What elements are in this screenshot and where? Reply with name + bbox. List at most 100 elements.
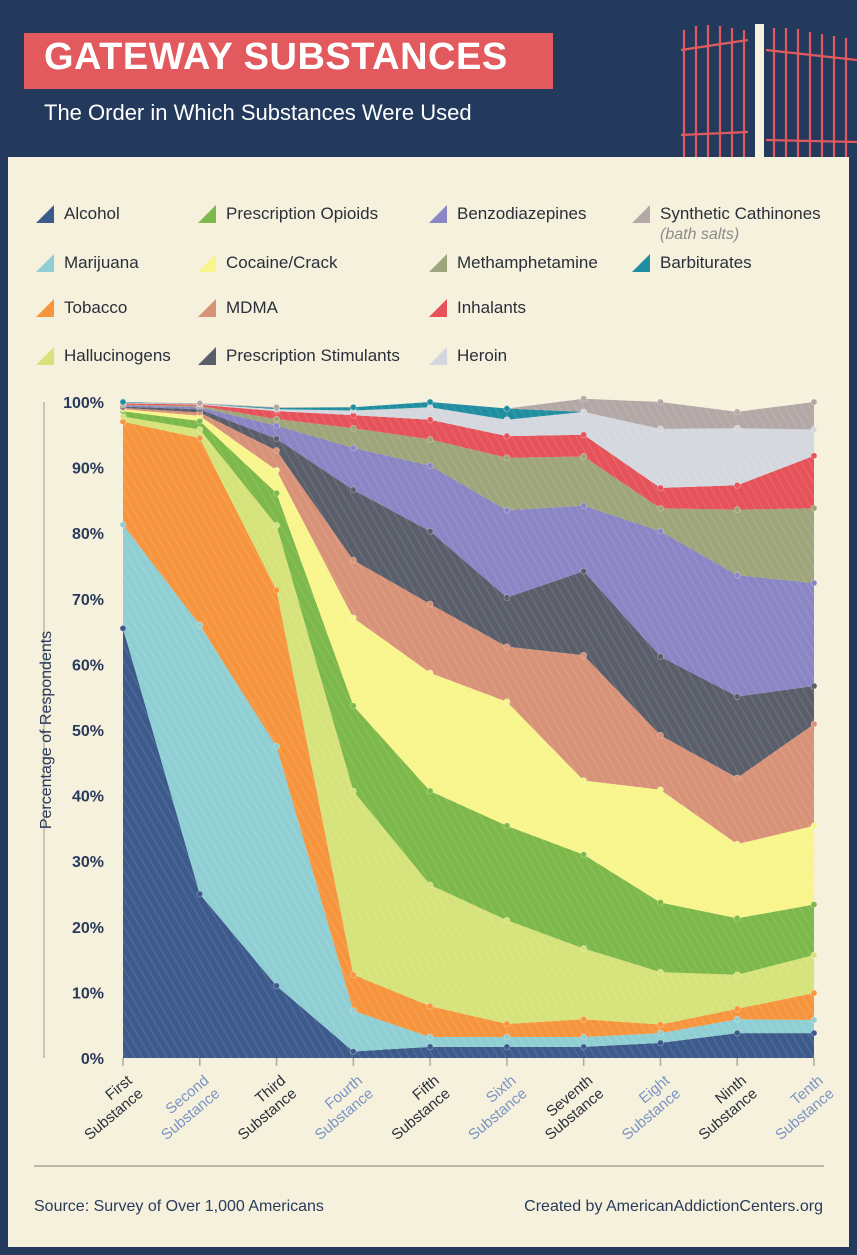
legend-item-inhalants: Inhalants xyxy=(427,298,526,318)
triangle-icon xyxy=(198,347,216,365)
point-prescription-stimulants-9 xyxy=(733,693,741,700)
point-prescription-stimulants-3 xyxy=(273,435,280,443)
legend-item-prescription-stimulants: Prescription Stimulants xyxy=(196,346,400,366)
triangle-icon xyxy=(632,205,650,223)
data-points xyxy=(119,395,818,1055)
source-note: Source: Survey of Over 1,000 Americans xyxy=(34,1198,324,1215)
point-barbiturates-4 xyxy=(349,403,357,411)
x-tick-label: TenthSubstance xyxy=(761,1072,837,1144)
area-hatch-benzodiazepines xyxy=(123,405,814,697)
triangle-icon xyxy=(36,347,54,365)
point-prescription-stimulants-8 xyxy=(657,653,664,660)
triangle-icon xyxy=(429,254,447,272)
triangle-icon xyxy=(198,205,216,223)
x-tick-label: ThirdSubstance xyxy=(224,1072,300,1144)
y-tick-label: 90% xyxy=(72,461,104,478)
point-barbiturates-6 xyxy=(503,405,511,412)
point-benzodiazepines-4 xyxy=(349,444,357,452)
point-heroin-8 xyxy=(657,425,664,433)
point-tobacco-6 xyxy=(503,1020,511,1028)
point-prescription-stimulants-10 xyxy=(810,682,818,690)
legend-label: Benzodiazepines xyxy=(457,204,587,223)
legend-label: Heroin xyxy=(457,346,508,365)
point-tobacco-5 xyxy=(426,1002,434,1010)
legend-item-hallucinogens: Hallucinogens xyxy=(34,346,171,366)
x-tick-label: NinthSubstance xyxy=(685,1072,761,1144)
point-cocaine-crack-8 xyxy=(657,786,664,794)
x-tick-label: SixthSubstance xyxy=(454,1072,530,1144)
point-mdma-10 xyxy=(810,720,818,728)
point-marijuana-10 xyxy=(810,1016,818,1024)
area-hatch-synthetic-cathinones xyxy=(123,398,814,430)
point-mdma-6 xyxy=(503,643,511,651)
area-hatch-alcohol xyxy=(123,628,814,1058)
point-hallucinogens-8 xyxy=(657,968,664,976)
y-tick-label: 100% xyxy=(63,395,104,412)
point-synthetic-cathinones-9 xyxy=(733,408,741,416)
point-heroin-6 xyxy=(503,416,511,424)
point-inhalants-8 xyxy=(657,484,664,492)
triangle-icon xyxy=(198,299,216,317)
point-methamphetamine-7 xyxy=(580,453,588,460)
credit-note: Created by AmericanAddictionCenters.org xyxy=(524,1198,823,1215)
point-benzodiazepines-10 xyxy=(810,579,818,587)
point-marijuana-2 xyxy=(196,621,204,629)
legend-label: Marijuana xyxy=(64,253,139,272)
triangle-icon xyxy=(36,205,54,223)
point-prescription-stimulants-7 xyxy=(580,567,588,575)
legend-label: MDMA xyxy=(226,298,278,317)
page-title: GATEWAY SUBSTANCES xyxy=(44,36,508,78)
point-benzodiazepines-8 xyxy=(657,527,664,535)
y-tick-label: 30% xyxy=(72,854,104,871)
point-prescription-opioids-4 xyxy=(349,702,357,710)
legend-item-barbiturates: Barbiturates xyxy=(630,253,752,273)
point-prescription-opioids-3 xyxy=(273,489,280,497)
point-methamphetamine-8 xyxy=(657,504,664,512)
point-alcohol-3 xyxy=(273,982,280,990)
x-tick-label: FifthSubstance xyxy=(377,1072,453,1144)
hatch-overlay xyxy=(123,398,814,1058)
point-tobacco-9 xyxy=(733,1005,741,1013)
point-prescription-opioids-10 xyxy=(810,901,818,908)
gate-illustration xyxy=(680,24,857,164)
point-alcohol-5 xyxy=(426,1043,434,1051)
x-tick-label: FirstSubstance xyxy=(70,1072,147,1144)
point-synthetic-cathinones-2 xyxy=(196,399,204,407)
point-tobacco-8 xyxy=(657,1021,664,1028)
y-tick-label: 40% xyxy=(72,789,104,806)
x-tick-label: EightSubstance xyxy=(608,1072,685,1144)
legend-label: Hallucinogens xyxy=(64,346,171,365)
point-cocaine-crack-5 xyxy=(426,669,434,677)
y-tick-label: 80% xyxy=(72,526,104,543)
point-inhalants-7 xyxy=(580,431,588,439)
legend-label: Prescription Stimulants xyxy=(226,346,400,365)
y-tick-label: 10% xyxy=(72,985,104,1002)
legend-label: Prescription Opioids xyxy=(226,204,379,223)
area-hatch-prescription-stimulants xyxy=(123,406,814,778)
point-tobacco-7 xyxy=(580,1015,588,1023)
area-hatch-prescription-opioids xyxy=(123,411,814,975)
point-heroin-7 xyxy=(580,408,588,416)
legend-item-benzodiazepines: Benzodiazepines xyxy=(427,204,586,224)
legend-item-alcohol: Alcohol xyxy=(34,204,120,224)
point-synthetic-cathinones-7 xyxy=(580,395,588,403)
point-hallucinogens-9 xyxy=(733,971,741,979)
point-hallucinogens-3 xyxy=(273,521,280,529)
area-hatch-tobacco xyxy=(123,421,814,1038)
point-heroin-10 xyxy=(810,426,818,433)
point-cocaine-crack-6 xyxy=(503,698,511,706)
point-synthetic-cathinones-10 xyxy=(810,398,818,406)
y-axis-label: Percentage of Respondents xyxy=(38,631,55,829)
area-hatch-marijuana xyxy=(123,524,814,1052)
point-prescription-opioids-9 xyxy=(733,914,741,922)
triangle-icon xyxy=(198,254,216,272)
point-alcohol-8 xyxy=(657,1039,664,1047)
point-benzodiazepines-9 xyxy=(733,571,741,579)
triangle-icon xyxy=(429,205,447,223)
point-benzodiazepines-6 xyxy=(503,506,511,514)
point-tobacco-3 xyxy=(273,586,280,594)
point-prescription-opioids-8 xyxy=(657,899,664,906)
point-benzodiazepines-7 xyxy=(580,502,588,510)
point-marijuana-8 xyxy=(657,1029,664,1037)
